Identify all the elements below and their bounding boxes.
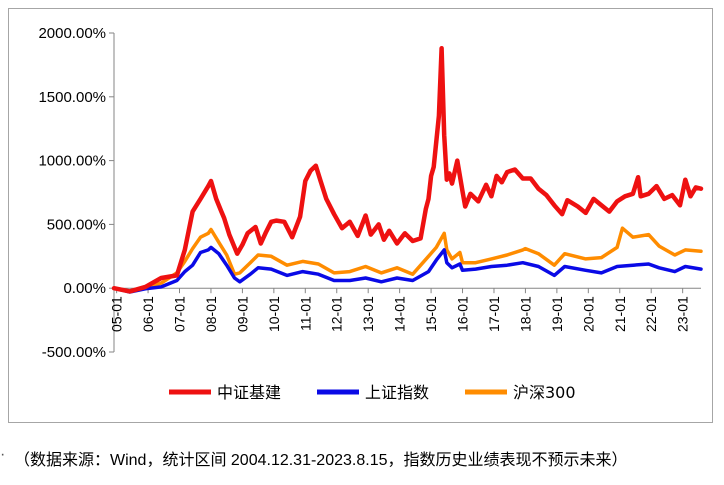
x-tick-label: 10-01 xyxy=(266,296,282,332)
legend-label: 中证基建 xyxy=(217,383,281,402)
x-tick-label: 09-01 xyxy=(234,296,250,332)
y-tick-label: 500.00% xyxy=(47,216,106,233)
x-tick-label: 08-01 xyxy=(203,296,219,332)
caption-text: （数据来源：Wind，统计区间 2004.12.31-2023.8.15，指数历… xyxy=(14,452,628,469)
series-line-1 xyxy=(111,46,704,294)
source-caption: · （数据来源：Wind，统计区间 2004.12.31-2023.8.15，指… xyxy=(0,446,724,470)
legend-label: 沪深300 xyxy=(513,383,576,402)
legend: 中证基建 上证指数 沪深300 xyxy=(169,383,576,402)
line-chart: -500.00% 0.00% 500.00% 1000.00% 1500.00% 2000… xyxy=(38,25,704,402)
series-lines xyxy=(111,46,704,294)
x-axis: 05-01 06-01 07-01 08-01 09-01 10-01 11-01 12-01… xyxy=(109,287,701,332)
x-tick-label: 05-01 xyxy=(109,296,125,332)
y-tick-label: 2000.00% xyxy=(38,25,106,42)
x-tick-label: 19-01 xyxy=(549,296,565,332)
y-axis: -500.00% 0.00% 500.00% 1000.00% 1500.00% 2000… xyxy=(38,25,115,361)
x-tick-label: 23-01 xyxy=(675,296,691,332)
series-line-2 xyxy=(112,245,703,294)
x-tick-label: 07-01 xyxy=(172,296,188,332)
x-tick-label: 14-01 xyxy=(392,296,408,332)
x-tick-label: 21-01 xyxy=(612,296,628,332)
x-tick-label: 13-01 xyxy=(360,296,376,332)
x-tick-label: 11-01 xyxy=(297,296,313,331)
x-tick-label: 18-01 xyxy=(517,296,533,332)
x-tick-label: 20-01 xyxy=(580,296,596,332)
x-tick-label: 22-01 xyxy=(643,296,659,332)
x-tick-label: 06-01 xyxy=(140,296,156,332)
y-tick-label: 1000.00% xyxy=(38,153,106,170)
legend-label: 上证指数 xyxy=(365,383,429,402)
y-tick-label: -500.00% xyxy=(42,344,106,361)
y-tick-label: 0.00% xyxy=(63,280,106,297)
chart-frame: -500.00% 0.00% 500.00% 1000.00% 1500.00% 2000… xyxy=(8,8,713,423)
x-tick-label: 15-01 xyxy=(423,296,439,332)
x-tick-label: 12-01 xyxy=(329,296,345,332)
x-tick-label: 16-01 xyxy=(455,296,471,332)
series-line-3 xyxy=(112,226,703,294)
x-tick-label: 17-01 xyxy=(486,296,502,332)
y-tick-label: 1500.00% xyxy=(38,89,106,106)
caption-marker: · xyxy=(0,446,6,463)
